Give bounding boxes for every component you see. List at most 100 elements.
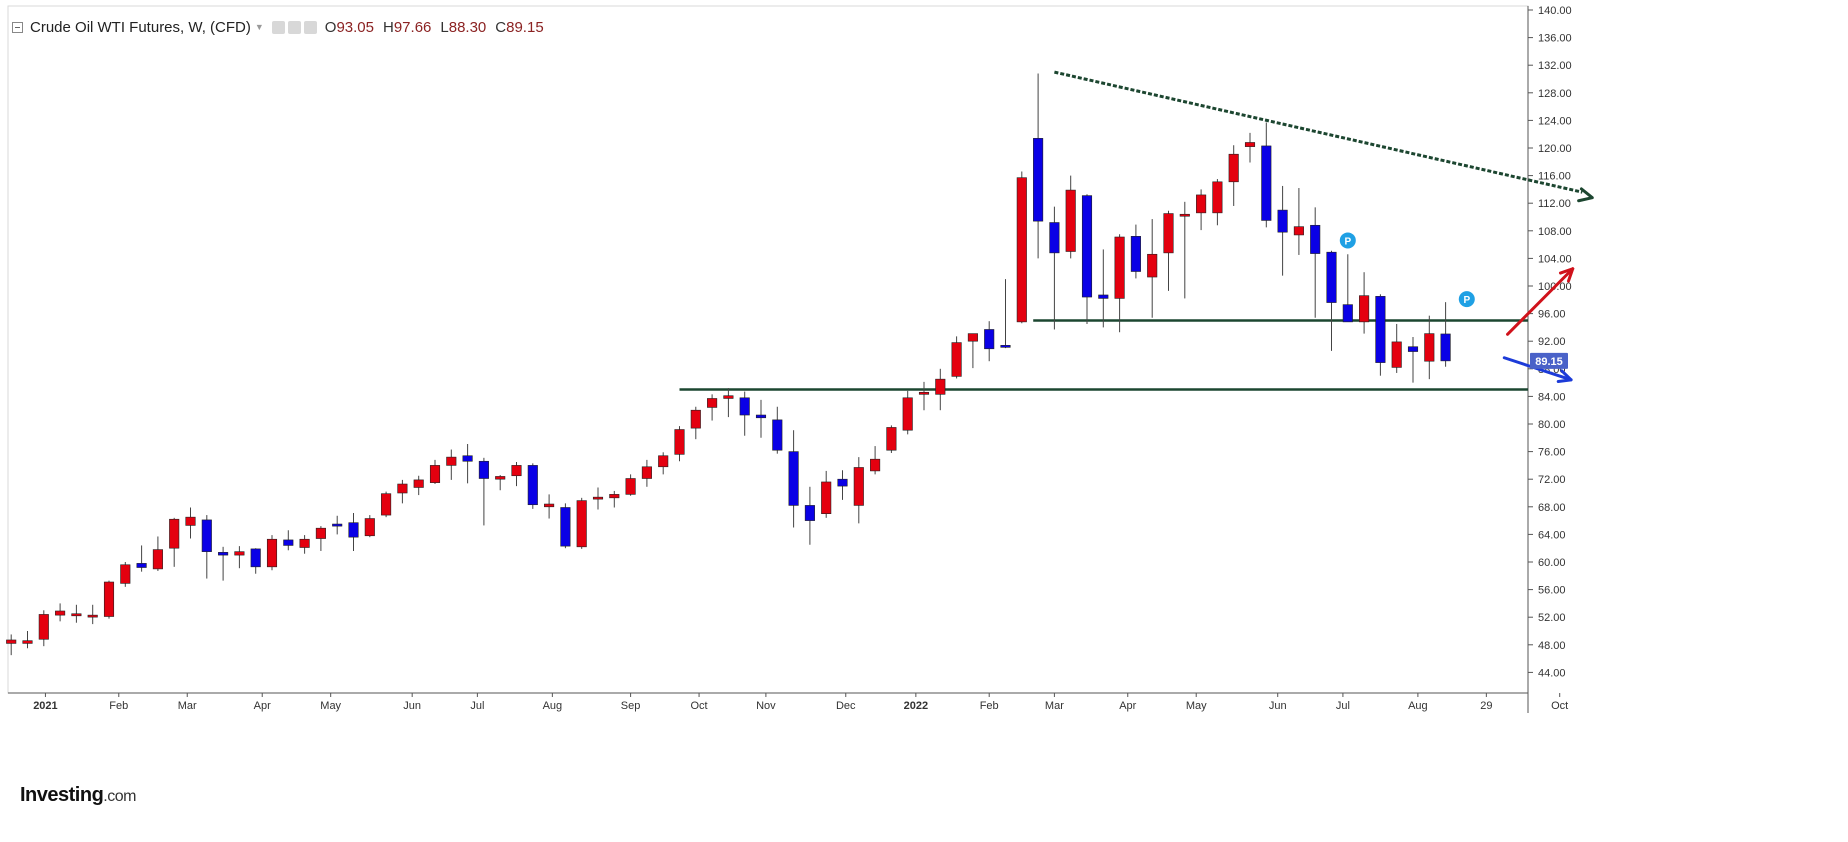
candle[interactable] bbox=[886, 427, 897, 451]
candle[interactable] bbox=[1277, 209, 1288, 233]
candle[interactable] bbox=[38, 614, 49, 640]
candle[interactable] bbox=[1130, 236, 1141, 272]
candle[interactable] bbox=[1147, 253, 1158, 278]
candle[interactable] bbox=[120, 564, 131, 584]
candle[interactable] bbox=[935, 378, 946, 395]
candle[interactable] bbox=[169, 518, 180, 549]
candle[interactable] bbox=[1212, 181, 1223, 214]
candle[interactable] bbox=[1016, 177, 1027, 323]
candle[interactable] bbox=[870, 458, 881, 472]
candle[interactable] bbox=[1049, 222, 1060, 254]
candle[interactable] bbox=[22, 640, 33, 644]
candle[interactable] bbox=[560, 507, 571, 547]
candle[interactable] bbox=[951, 342, 962, 377]
candle[interactable] bbox=[348, 522, 359, 538]
candle[interactable] bbox=[266, 538, 278, 568]
candle[interactable] bbox=[462, 455, 473, 462]
candle[interactable] bbox=[185, 516, 196, 526]
candle[interactable] bbox=[788, 451, 799, 506]
candle[interactable] bbox=[446, 456, 457, 466]
candle[interactable] bbox=[853, 467, 864, 506]
candle[interactable] bbox=[739, 397, 750, 416]
candle[interactable] bbox=[707, 398, 718, 408]
candle[interactable] bbox=[527, 465, 538, 506]
candle[interactable] bbox=[103, 581, 115, 617]
candle[interactable] bbox=[1033, 138, 1044, 222]
candle[interactable] bbox=[1000, 345, 1011, 348]
candle[interactable] bbox=[1114, 236, 1125, 299]
candle[interactable] bbox=[609, 494, 620, 499]
candle[interactable] bbox=[1359, 295, 1370, 323]
candle[interactable] bbox=[1163, 213, 1174, 254]
close-icon[interactable] bbox=[303, 20, 317, 34]
candle[interactable] bbox=[772, 419, 783, 451]
candle[interactable] bbox=[1326, 251, 1337, 303]
downtrend-line[interactable] bbox=[1054, 70, 1583, 194]
eye-icon[interactable] bbox=[271, 20, 285, 34]
candle[interactable] bbox=[821, 481, 832, 514]
candle[interactable] bbox=[576, 500, 587, 548]
candle[interactable] bbox=[690, 409, 701, 429]
candle[interactable] bbox=[723, 395, 734, 399]
candle[interactable] bbox=[397, 483, 408, 494]
candle[interactable] bbox=[478, 460, 489, 479]
candle[interactable] bbox=[804, 505, 815, 521]
candle[interactable] bbox=[1065, 189, 1076, 252]
chevron-down-icon[interactable]: ▼ bbox=[254, 22, 264, 32]
candle[interactable] bbox=[1081, 195, 1093, 298]
candle[interactable] bbox=[1261, 145, 1272, 221]
candle[interactable] bbox=[1244, 142, 1256, 147]
candle[interactable] bbox=[71, 613, 82, 617]
candle[interactable] bbox=[1310, 224, 1321, 254]
candle[interactable] bbox=[592, 496, 604, 500]
collapse-icon[interactable] bbox=[12, 21, 23, 33]
candle[interactable] bbox=[641, 466, 652, 479]
candle[interactable] bbox=[201, 519, 212, 552]
instrument-title[interactable]: Crude Oil WTI Futures, W, (CFD) bbox=[30, 18, 251, 36]
candle[interactable] bbox=[984, 329, 995, 350]
settings-icon[interactable] bbox=[287, 20, 301, 34]
candle[interactable] bbox=[1342, 304, 1353, 323]
bullish-arrow[interactable] bbox=[1506, 267, 1575, 336]
candle[interactable] bbox=[299, 538, 310, 548]
candle[interactable] bbox=[55, 610, 66, 616]
pivot-marker[interactable] bbox=[1458, 291, 1475, 308]
candle[interactable] bbox=[544, 503, 555, 508]
candle[interactable] bbox=[315, 527, 326, 539]
plot-area[interactable] bbox=[7, 5, 1529, 694]
candle[interactable] bbox=[87, 614, 98, 618]
candle[interactable] bbox=[364, 518, 375, 537]
candle[interactable] bbox=[429, 465, 441, 483]
candle[interactable] bbox=[234, 551, 245, 556]
candle[interactable] bbox=[495, 476, 506, 480]
candle[interactable] bbox=[1293, 226, 1304, 236]
candle[interactable] bbox=[250, 548, 261, 568]
candle[interactable] bbox=[755, 414, 767, 419]
candle[interactable] bbox=[918, 391, 930, 395]
candle[interactable] bbox=[837, 478, 848, 487]
candle[interactable] bbox=[1391, 341, 1402, 368]
candle[interactable] bbox=[1179, 213, 1190, 217]
candle[interactable] bbox=[1228, 153, 1239, 183]
candle[interactable] bbox=[136, 563, 147, 568]
candle[interactable] bbox=[674, 429, 685, 455]
candle[interactable] bbox=[1440, 333, 1451, 362]
candle[interactable] bbox=[283, 539, 294, 546]
candle[interactable] bbox=[625, 478, 636, 495]
candle[interactable] bbox=[967, 333, 978, 342]
candle[interactable] bbox=[902, 397, 913, 431]
candle[interactable] bbox=[152, 549, 163, 570]
candle[interactable] bbox=[6, 639, 17, 644]
candle[interactable] bbox=[1407, 346, 1419, 352]
candle[interactable] bbox=[218, 552, 229, 556]
pivot-marker[interactable] bbox=[1339, 232, 1356, 249]
candle[interactable] bbox=[381, 493, 392, 516]
candle[interactable] bbox=[1196, 194, 1207, 214]
candle[interactable] bbox=[413, 479, 424, 488]
candle[interactable] bbox=[1424, 333, 1435, 362]
candle[interactable] bbox=[1375, 296, 1386, 363]
candle[interactable] bbox=[332, 523, 343, 527]
candle[interactable] bbox=[658, 455, 669, 468]
candle[interactable] bbox=[1098, 294, 1109, 299]
